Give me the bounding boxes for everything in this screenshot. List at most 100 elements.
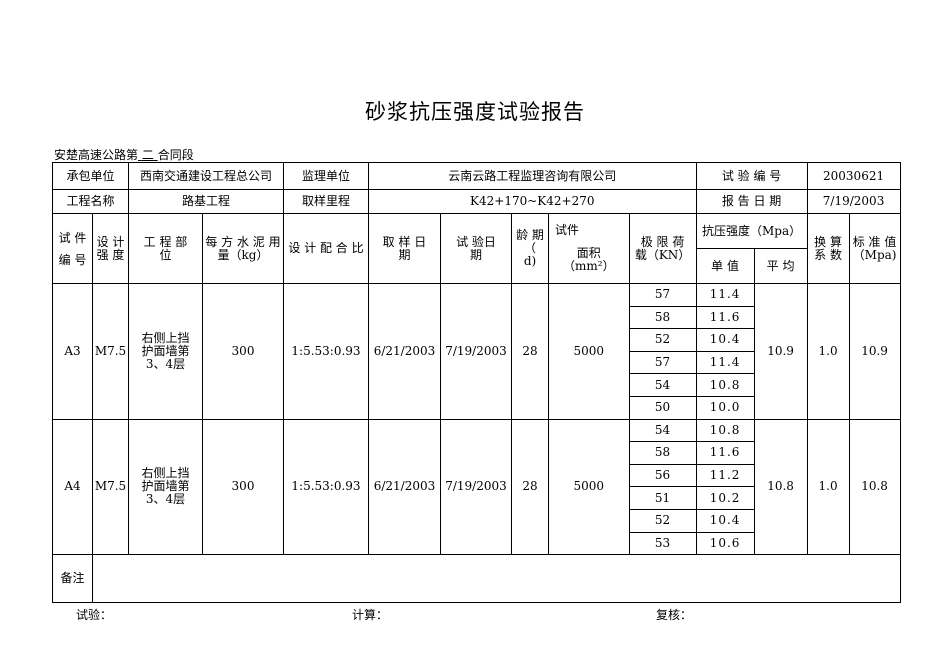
remark-row: 备注: [52, 554, 901, 604]
footer-calc: 计算：: [352, 608, 389, 622]
table-row: 50 10.0: [53, 395, 901, 420]
single-strength: 11.2: [695, 463, 755, 488]
specimen-id: A3: [52, 283, 93, 420]
report-date-label: 报 告 日 期: [695, 189, 808, 214]
header-single: 单 值: [695, 248, 755, 284]
load-value: 54: [628, 373, 697, 397]
standard-value: 10.9: [848, 283, 901, 420]
load-value: 52: [628, 508, 697, 533]
header-std: 标 准 值 （Mpa): [848, 213, 901, 284]
load-value: 52: [628, 328, 697, 352]
load-value: 56: [628, 463, 697, 488]
contractor-label: 承包单位: [52, 162, 129, 190]
footer-review: 复核：: [656, 608, 693, 622]
sample-date: 6/21/2003: [368, 418, 441, 556]
test-no-label: 试 验 编 号: [695, 162, 808, 190]
load-value: 58: [628, 441, 697, 465]
header-mix: 设 计 配 合 比: [283, 213, 369, 284]
header-location: 工 程 部 位: [128, 213, 203, 284]
single-strength: 10.6: [695, 531, 755, 556]
header-area-label: 面积 （mm²）: [563, 246, 615, 273]
table-row: A4 M7.5 右侧上挡护面墙第3、4层 300 1:5.53:0.93 6/21/200…: [52, 418, 901, 556]
load-value: 57: [628, 350, 697, 375]
avg-strength: 10.8: [753, 418, 808, 556]
conversion-factor: 1.0: [806, 418, 850, 556]
report-date-value: 7/19/2003: [806, 189, 901, 214]
single-strength: 10.0: [695, 395, 755, 420]
location: 右侧上挡护面墙第3、4层: [128, 418, 203, 556]
load-value: 58: [628, 305, 697, 330]
header-row-2: 单 值 平 均: [53, 248, 901, 284]
specimen-id: A4: [52, 418, 93, 556]
section-prefix: 安楚高速公路第: [54, 148, 139, 162]
remark-value: [92, 554, 901, 604]
report-table: 承包单位 西南交通建设工程总公司 监理单位 云南云路工程监理咨询有限公司 试 验…: [52, 162, 901, 604]
header-strength: 抗压强度（Mpa）: [695, 213, 808, 249]
info-row-1: 承包单位 西南交通建设工程总公司 监理单位 云南云路工程监理咨询有限公司 试 验…: [52, 162, 901, 190]
supervisor-value: 云南云路工程监理咨询有限公司: [368, 162, 697, 190]
header-factor: 换 算 系 数: [806, 213, 850, 284]
table-row: A3 M7.5 右侧上挡护面墙第3、4层 300 1:5.53:0.93 6/21/200…: [52, 283, 901, 420]
age: 28: [511, 283, 549, 420]
single-strength: 10.8: [695, 418, 755, 443]
remark-label: 备注: [52, 554, 93, 604]
test-date: 7/19/2003: [440, 418, 512, 556]
location: 右侧上挡护面墙第3、4层: [128, 283, 203, 420]
cement-amount: 300: [202, 283, 284, 420]
age: 28: [511, 418, 549, 556]
avg-strength: 10.9: [753, 283, 808, 420]
header-design-strength: 设 计 强 度: [92, 213, 129, 284]
cement-amount: 300: [202, 418, 284, 556]
header-load: 极 限 荷 载（KN）: [628, 213, 697, 284]
project-value: 路基工程: [128, 189, 284, 214]
mix-ratio: 1:5.53:0.93: [283, 283, 369, 420]
page-title: 砂浆抗压强度试验报告: [365, 100, 585, 124]
contractor-value: 西南交通建设工程总公司: [128, 162, 284, 190]
load-value: 50: [628, 395, 697, 420]
single-strength: 10.4: [695, 328, 755, 352]
header-cement: 每 方 水 泥 用 量（kg）: [202, 213, 284, 284]
design-grade: M7.5: [92, 283, 129, 420]
table-row: 56 11.2: [53, 463, 901, 488]
sample-date: 6/21/2003: [368, 283, 441, 420]
header-specimen-no: 试 件 编 号: [52, 213, 93, 284]
project-label: 工程名称: [52, 189, 129, 214]
load-value: 51: [628, 486, 697, 510]
header-test-date: 试 验日 期: [440, 213, 512, 284]
single-strength: 11.4: [695, 283, 755, 307]
header-sample-date: 取 样 日 期: [368, 213, 441, 284]
design-grade: M7.5: [92, 418, 129, 556]
single-strength: 11.4: [695, 350, 755, 375]
table-row: 57 11.4: [53, 350, 901, 375]
standard-value: 10.8: [848, 418, 901, 556]
header-age: 龄 期（ d): [511, 213, 549, 284]
mileage-value: K42+170~K42+270: [368, 189, 697, 214]
footer-test: 试验：: [76, 608, 113, 622]
single-strength: 11.6: [695, 441, 755, 465]
mix-ratio: 1:5.53:0.93: [283, 418, 369, 556]
load-value: 53: [628, 531, 697, 556]
test-no-value: 20030621: [806, 162, 901, 190]
load-value: 57: [628, 283, 697, 307]
header-row: 试 件 编 号 设 计 强 度 工 程 部 位 每 方 水 泥 用 量（kg） …: [52, 213, 901, 284]
load-value: 54: [628, 418, 697, 443]
single-strength: 10.8: [695, 373, 755, 397]
single-strength: 11.6: [695, 305, 755, 330]
conversion-factor: 1.0: [806, 283, 850, 420]
table-row: 53 10.6: [53, 531, 901, 556]
section-number: 二: [141, 148, 154, 162]
table-row: 51 10.2: [53, 486, 901, 510]
single-strength: 10.2: [695, 486, 755, 510]
header-area-top: 试件: [555, 223, 580, 237]
area: 5000: [548, 418, 630, 556]
single-strength: 10.4: [695, 508, 755, 533]
test-date: 7/19/2003: [440, 283, 512, 420]
contract-section: 安楚高速公路第 二 合同段: [54, 146, 194, 163]
header-area: 试件面积 （mm²）: [548, 213, 630, 284]
info-row-2: 工程名称 路基工程 取样里程 K42+170~K42+270 报 告 日 期 7…: [52, 189, 901, 214]
table-row: 52 10.4: [53, 328, 901, 352]
mileage-label: 取样里程: [283, 189, 369, 214]
area: 5000: [548, 283, 630, 420]
supervisor-label: 监理单位: [283, 162, 369, 190]
section-suffix: 合同段: [157, 148, 194, 162]
